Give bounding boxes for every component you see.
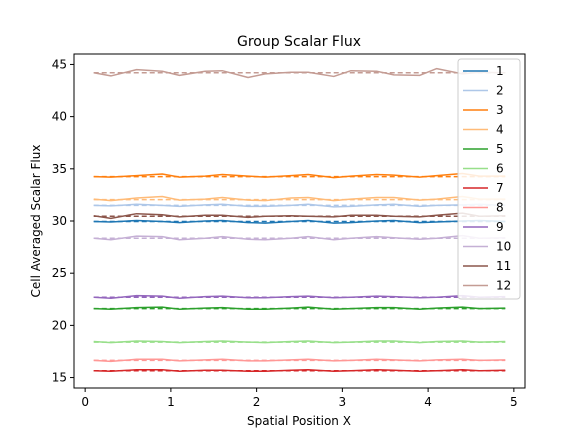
y-tick-label: 20: [52, 318, 67, 332]
series-11-line: [93, 212, 506, 220]
x-tick-label: 3: [339, 395, 347, 409]
series-8-line: [93, 358, 506, 363]
x-tick-label: 1: [167, 395, 175, 409]
series-1-line: [93, 219, 506, 224]
legend-label-5: 5: [496, 142, 504, 156]
x-tick-label: 4: [424, 395, 432, 409]
legend-label-6: 6: [496, 162, 504, 176]
y-tick-label: 35: [52, 162, 67, 176]
y-tick-label: 40: [52, 110, 67, 124]
series-3-line: [93, 172, 506, 179]
legend-label-9: 9: [496, 220, 504, 234]
series-9-line: [93, 294, 506, 299]
series-10-line: [93, 234, 506, 241]
x-axis-label: Spatial Position X: [247, 414, 351, 428]
plot-content: [93, 67, 506, 373]
series-12-line: [93, 67, 506, 79]
x-tick-label: 2: [253, 395, 261, 409]
y-tick-label: 15: [52, 371, 67, 385]
legend-label-10: 10: [496, 240, 511, 254]
legend-label-4: 4: [496, 123, 504, 137]
x-tick-label: 0: [81, 395, 89, 409]
legend-label-11: 11: [496, 259, 511, 273]
y-tick-label: 30: [52, 214, 67, 228]
x-tick-label: 5: [510, 395, 518, 409]
legend-label-7: 7: [496, 181, 504, 195]
legend-label-2: 2: [496, 84, 504, 98]
legend-label-3: 3: [496, 103, 504, 117]
series-6-line: [93, 340, 506, 344]
legend-label-1: 1: [496, 64, 504, 78]
legend-label-8: 8: [496, 201, 504, 215]
legend-label-12: 12: [496, 279, 511, 293]
series-2-line: [93, 203, 506, 208]
series-4-line: [93, 195, 506, 202]
chart-title: Group Scalar Flux: [237, 34, 361, 50]
x-axis-ticks: 0 1 2 3 4 5: [81, 388, 518, 409]
y-tick-label: 45: [52, 57, 67, 71]
legend-box: [457, 58, 521, 300]
series-7-line: [93, 368, 506, 373]
y-axis-ticks: 15 20 25 30 35 40 45: [52, 57, 74, 385]
series-5-line: [93, 306, 506, 310]
y-tick-label: 25: [52, 266, 67, 280]
y-axis-label: Cell Averaged Scalar Flux: [29, 145, 43, 298]
